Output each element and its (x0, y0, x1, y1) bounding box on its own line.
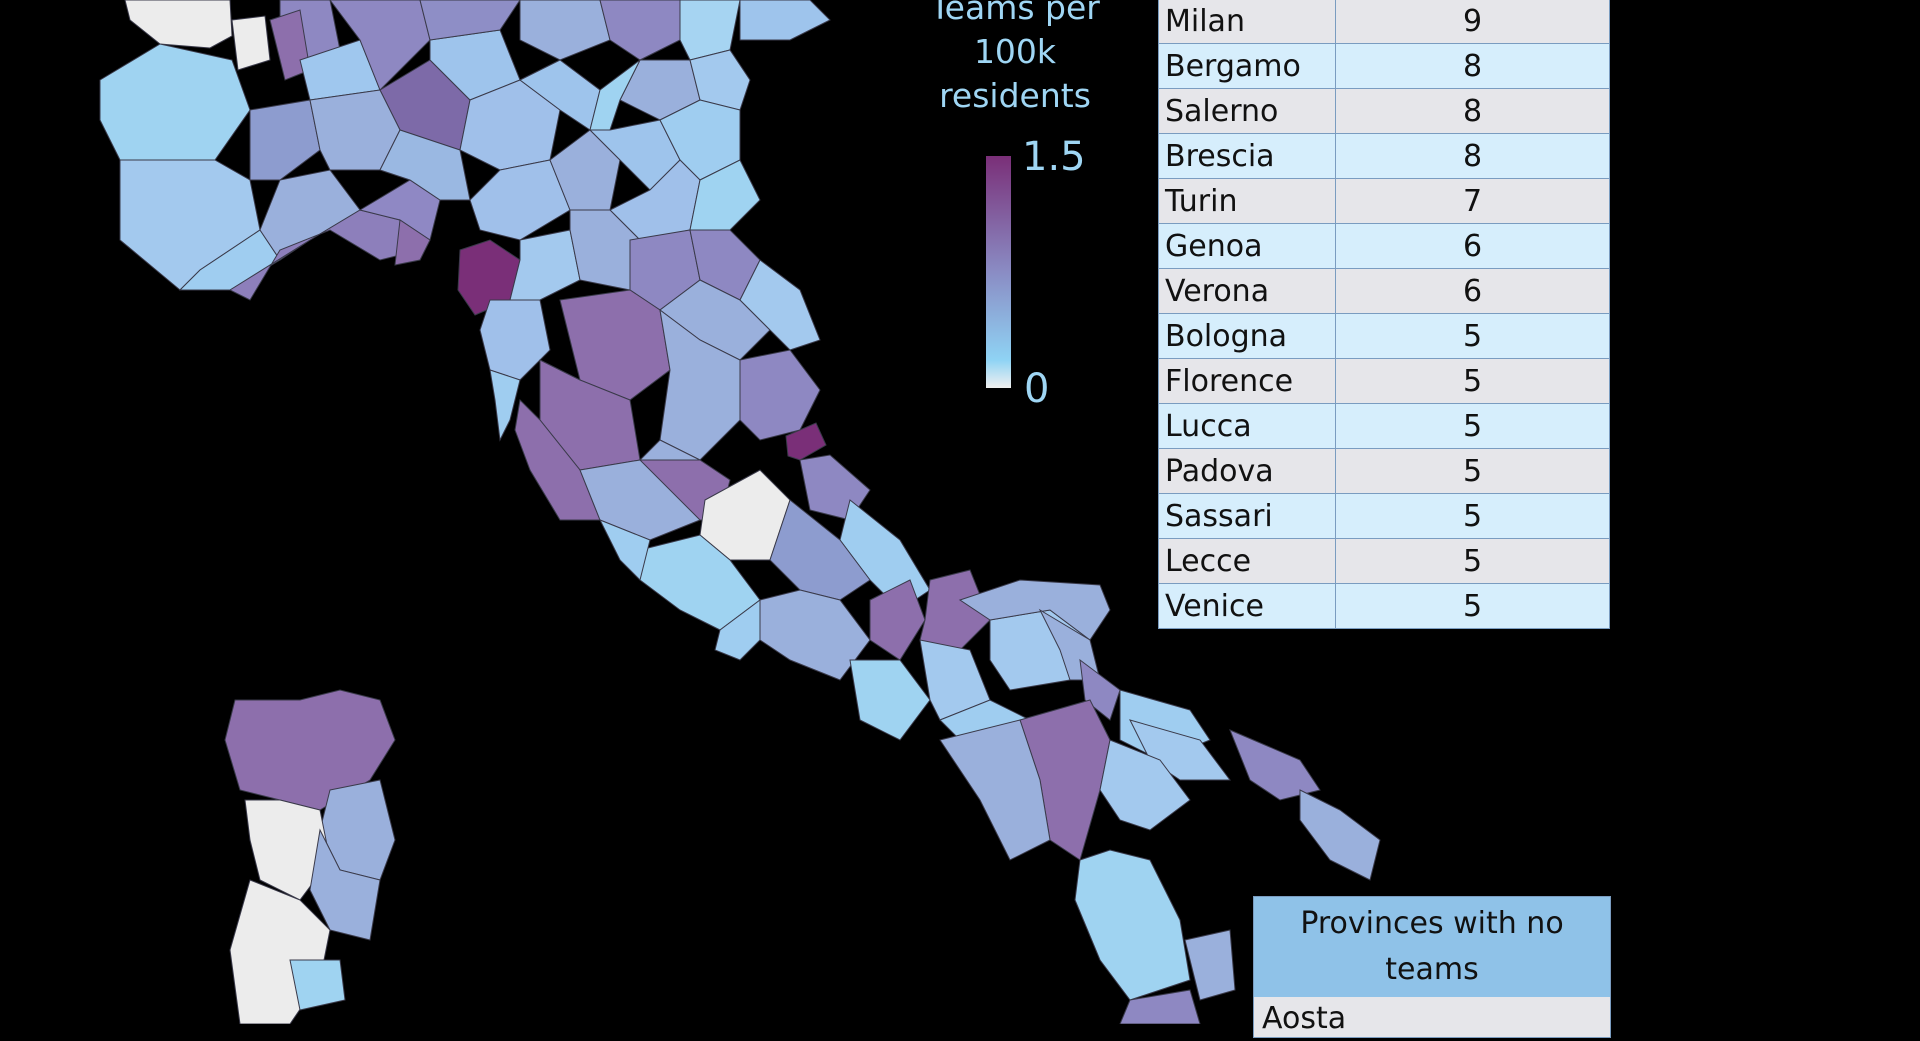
city-cell: Milan (1158, 0, 1336, 44)
team-count-table: Milan 9 Bergamo 8 Salerno 8 Brescia 8 Turin 7 Geno… (1158, 0, 1610, 629)
team-count-cell: 6 (1335, 223, 1610, 269)
city-cell: Turin (1158, 178, 1336, 224)
province-region (739, 0, 831, 41)
table-row: Florence 5 (1158, 358, 1610, 404)
province-region (689, 159, 761, 231)
legend-color-bar (986, 156, 1011, 388)
province-region (869, 579, 926, 661)
table-row: Lecce 5 (1158, 538, 1610, 584)
team-count-cell: 5 (1335, 448, 1610, 494)
province-region (849, 659, 931, 741)
province-region (549, 129, 621, 211)
no-teams-table: Provinces with no teams Aosta (1253, 896, 1611, 1038)
table-row: Bergamo 8 (1158, 43, 1610, 89)
province-region (394, 219, 431, 266)
legend-title-line: 100k (973, 32, 1057, 71)
province-region (124, 0, 233, 49)
province-region (419, 0, 521, 41)
province-region (1074, 849, 1191, 1001)
table-row: Verona 6 (1158, 268, 1610, 314)
city-cell: Venice (1158, 583, 1336, 629)
province-region (519, 0, 611, 61)
table-row: Venice 5 (1158, 583, 1610, 629)
table-row: Bologna 5 (1158, 313, 1610, 359)
province-region (231, 15, 271, 71)
province-region (599, 0, 681, 61)
table-row: Sassari 5 (1158, 493, 1610, 539)
city-cell: Bologna (1158, 313, 1336, 359)
team-count-cell: 8 (1335, 133, 1610, 179)
province-region (514, 398, 601, 521)
province-region (689, 49, 751, 111)
table-row: Lucca 5 (1158, 403, 1610, 449)
province-region (1119, 989, 1201, 1024)
city-cell: Padova (1158, 448, 1336, 494)
team-count-cell: 5 (1335, 583, 1610, 629)
province-region (358, 179, 441, 241)
province-region (309, 828, 381, 941)
province-region (1299, 789, 1381, 881)
province-region (1184, 929, 1236, 1001)
team-count-cell: 5 (1335, 403, 1610, 449)
province-region (1079, 658, 1121, 721)
city-cell: Sassari (1158, 493, 1336, 539)
province-region (329, 0, 431, 91)
legend-min-label: 0 (1024, 366, 1050, 412)
legend-max-label: 1.5 (1022, 134, 1086, 180)
province-region (659, 308, 741, 461)
province-region (509, 229, 581, 301)
table-row: Milan 9 (1158, 0, 1610, 44)
team-count-cell: 5 (1335, 493, 1610, 539)
sardinia (224, 689, 396, 1024)
no-teams-header: Provinces with no teams (1254, 897, 1610, 997)
province-region (1229, 729, 1321, 801)
province-region (1099, 739, 1191, 831)
province-region (489, 369, 521, 442)
table-row: Genoa 6 (1158, 223, 1610, 269)
legend-title-line: residents (939, 76, 1091, 115)
city-cell: Salerno (1158, 88, 1336, 134)
team-count-cell: 8 (1335, 43, 1610, 89)
city-cell: Genoa (1158, 223, 1336, 269)
province-region (598, 519, 651, 581)
city-cell: Florence (1158, 358, 1336, 404)
table-row: Brescia 8 (1158, 133, 1610, 179)
province-region (714, 599, 761, 661)
province-region (249, 99, 321, 181)
team-count-cell: 6 (1335, 268, 1610, 314)
city-cell: Bergamo (1158, 43, 1336, 89)
mainland (99, 0, 1381, 1024)
table-row: Padova 5 (1158, 448, 1610, 494)
table-row: Turin 7 (1158, 178, 1610, 224)
team-count-cell: 5 (1335, 538, 1610, 584)
province-region (958, 579, 1111, 641)
team-count-cell: 9 (1335, 0, 1610, 44)
province-region (785, 422, 827, 461)
city-cell: Lecce (1158, 538, 1336, 584)
province-region (1129, 719, 1231, 781)
team-count-table-body: Milan 9 Bergamo 8 Salerno 8 Brescia 8 Turin 7 Geno… (1158, 0, 1610, 629)
province-region (99, 43, 251, 161)
team-count-cell: 8 (1335, 88, 1610, 134)
province-region (224, 689, 396, 811)
province-region (589, 59, 641, 131)
table-row: Salerno 8 (1158, 88, 1610, 134)
city-cell: Lucca (1158, 403, 1336, 449)
province-region (939, 719, 1051, 861)
legend-title: Teams per 100k residents (905, 0, 1125, 118)
city-cell: Brescia (1158, 133, 1336, 179)
legend-title-line: Teams per (930, 0, 1100, 27)
city-cell: Verona (1158, 268, 1336, 314)
province-region (259, 169, 361, 261)
no-teams-row: Aosta (1254, 997, 1610, 1037)
province-region (289, 959, 346, 1011)
team-count-cell: 7 (1335, 178, 1610, 224)
team-count-cell: 5 (1335, 313, 1610, 359)
team-count-cell: 5 (1335, 358, 1610, 404)
